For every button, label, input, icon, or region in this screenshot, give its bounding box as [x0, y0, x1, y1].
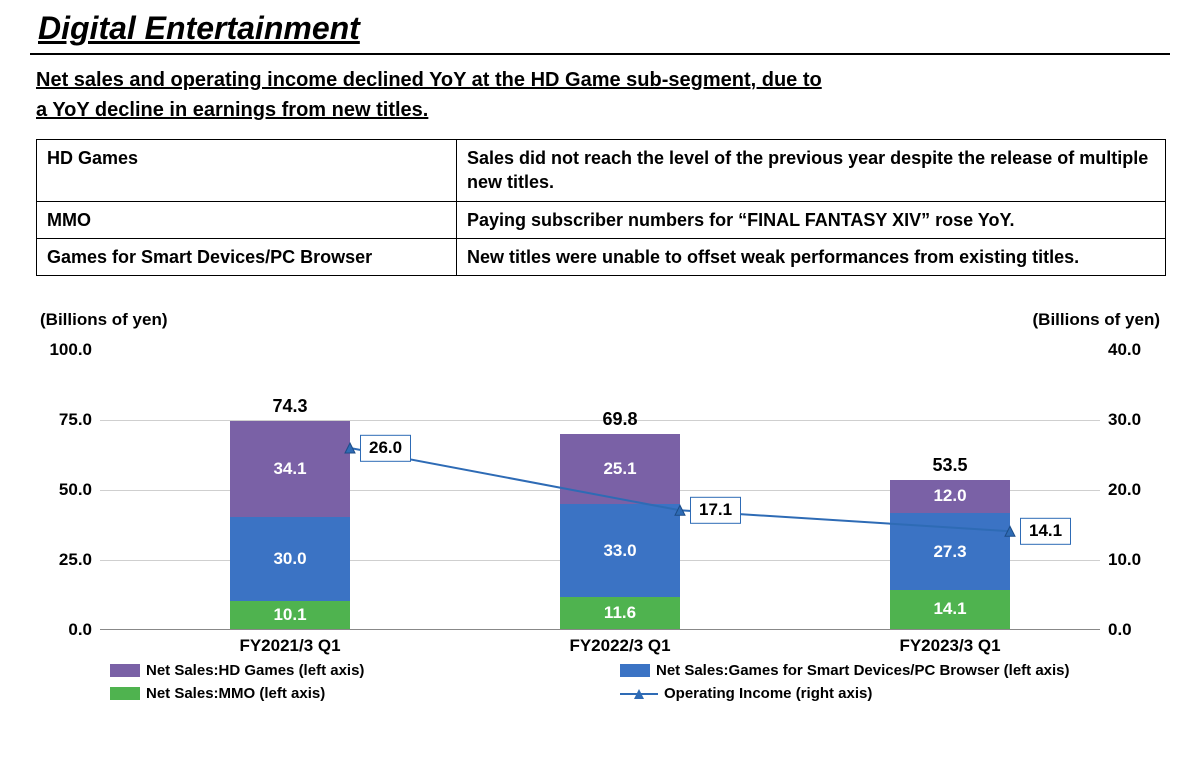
sales-chart: (Billions of yen) (Billions of yen) 100.… [30, 310, 1170, 710]
y-left-tick: 25.0 [30, 550, 92, 570]
legend-label: Net Sales:Games for Smart Devices/PC Bro… [656, 662, 1070, 679]
bar-segment-smart: 33.0 [560, 504, 680, 596]
legend-item: Net Sales:HD Games (left axis) [110, 662, 620, 679]
legend-item: Net Sales:Games for Smart Devices/PC Bro… [620, 662, 1130, 679]
legend-item: Net Sales:MMO (left axis) [110, 685, 620, 702]
bar-total-label: 53.5 [890, 455, 1010, 476]
operating-income-value: 26.0 [360, 435, 411, 461]
plot-area: 10.130.034.174.311.633.025.169.814.127.3… [100, 350, 1100, 630]
bar-segment-hd: 12.0 [890, 480, 1010, 514]
bar-segment-smart: 27.3 [890, 513, 1010, 589]
y-right-tick: 40.0 [1108, 340, 1170, 360]
chart-legend: Net Sales:HD Games (left axis) Net Sales… [110, 662, 1130, 708]
legend-line-swatch [620, 687, 658, 701]
segment-table: HD Games Sales did not reach the level o… [36, 139, 1166, 276]
legend-swatch [620, 664, 650, 677]
segment-name: HD Games [37, 140, 457, 202]
subtitle-line2: a YoY decline in earnings from new title… [36, 99, 428, 121]
y-left-tick: 75.0 [30, 410, 92, 430]
y-left-tick: 0.0 [30, 620, 92, 640]
x-axis-label: FY2023/3 Q1 [890, 636, 1010, 656]
segment-desc: Sales did not reach the level of the pre… [457, 140, 1166, 202]
table-row: Games for Smart Devices/PC Browser New t… [37, 238, 1166, 275]
y-axis-right-unit: (Billions of yen) [1033, 310, 1161, 330]
y-left-tick: 100.0 [30, 340, 92, 360]
subtitle: Net sales and operating income declined … [36, 65, 1170, 125]
y-right-tick: 0.0 [1108, 620, 1170, 640]
table-row: HD Games Sales did not reach the level o… [37, 140, 1166, 202]
legend-label: Operating Income (right axis) [664, 685, 872, 702]
segment-desc: New titles were unable to offset weak pe… [457, 238, 1166, 275]
table-row: MMO Paying subscriber numbers for “FINAL… [37, 201, 1166, 238]
legend-swatch [110, 687, 140, 700]
segment-name: MMO [37, 201, 457, 238]
bar-segment-hd: 25.1 [560, 434, 680, 504]
subtitle-line1: Net sales and operating income declined … [36, 69, 822, 91]
operating-income-value: 14.1 [1020, 518, 1071, 544]
y-left-tick: 50.0 [30, 480, 92, 500]
y-right-tick: 30.0 [1108, 410, 1170, 430]
segment-name: Games for Smart Devices/PC Browser [37, 238, 457, 275]
y-right-tick: 20.0 [1108, 480, 1170, 500]
bar-total-label: 69.8 [560, 409, 680, 430]
legend-label: Net Sales:HD Games (left axis) [146, 662, 364, 679]
y-right-tick: 10.0 [1108, 550, 1170, 570]
page-title: Digital Entertainment [38, 10, 1170, 47]
bar-total-label: 74.3 [230, 396, 350, 417]
legend-swatch [110, 664, 140, 677]
legend-item: Operating Income (right axis) [620, 685, 1130, 702]
bar-segment-mmo: 10.1 [230, 601, 350, 629]
operating-income-value: 17.1 [690, 497, 741, 523]
title-divider [30, 53, 1170, 55]
bar-segment-hd: 34.1 [230, 421, 350, 516]
x-axis-label: FY2022/3 Q1 [560, 636, 680, 656]
x-axis-label: FY2021/3 Q1 [230, 636, 350, 656]
bar-segment-smart: 30.0 [230, 517, 350, 601]
bar-segment-mmo: 14.1 [890, 590, 1010, 629]
legend-label: Net Sales:MMO (left axis) [146, 685, 325, 702]
segment-desc: Paying subscriber numbers for “FINAL FAN… [457, 201, 1166, 238]
bar-segment-mmo: 11.6 [560, 597, 680, 629]
y-axis-left-unit: (Billions of yen) [40, 310, 168, 330]
